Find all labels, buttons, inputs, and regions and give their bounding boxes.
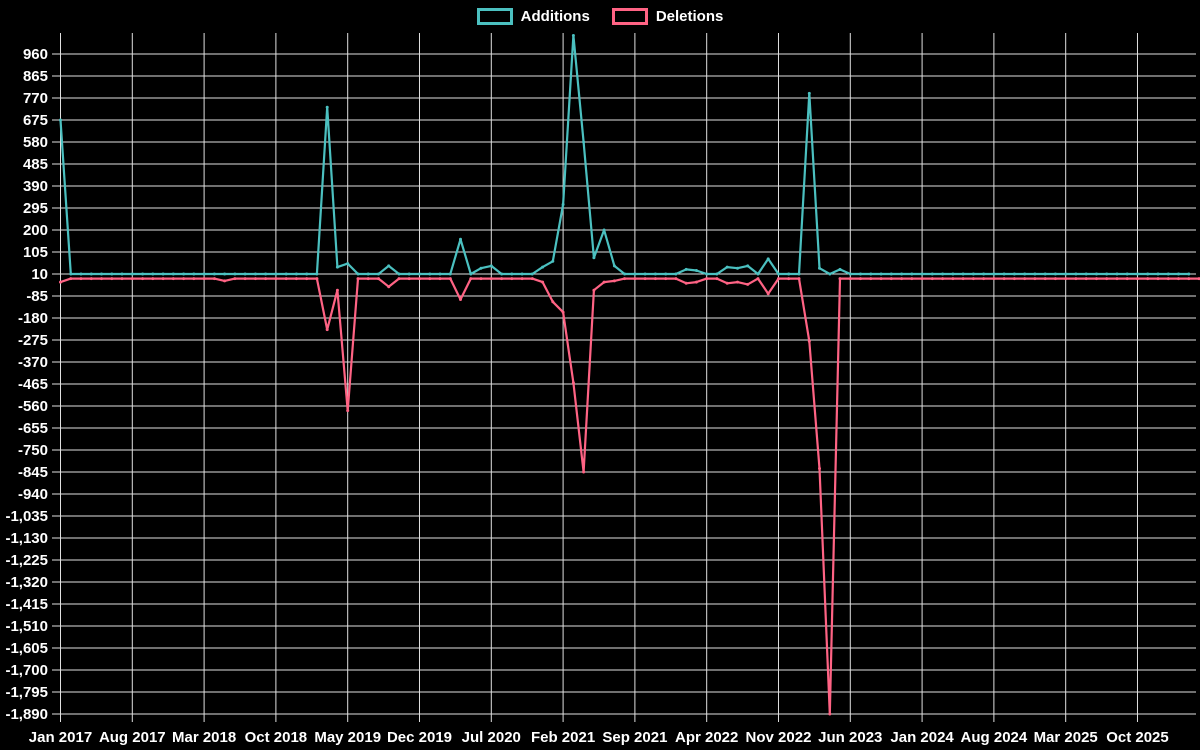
additions-points (59, 34, 1191, 276)
svg-text:-845: -845 (18, 464, 48, 481)
x-gridlines (60, 33, 1138, 722)
svg-text:Feb 2021: Feb 2021 (531, 729, 595, 746)
svg-text:May 2019: May 2019 (314, 729, 381, 746)
svg-text:485: 485 (23, 156, 48, 173)
svg-text:-940: -940 (18, 486, 48, 503)
svg-text:Aug 2024: Aug 2024 (961, 729, 1028, 746)
svg-text:-1,130: -1,130 (5, 530, 48, 547)
deletions-points (59, 277, 1200, 716)
svg-text:10: 10 (31, 266, 48, 283)
svg-text:Sep 2021: Sep 2021 (602, 729, 667, 746)
svg-text:-1,605: -1,605 (5, 640, 48, 657)
svg-text:865: 865 (23, 68, 48, 85)
svg-text:675: 675 (23, 112, 48, 129)
deletions-line (59, 277, 1200, 716)
svg-text:-465: -465 (18, 376, 48, 393)
svg-text:-1,890: -1,890 (5, 706, 48, 723)
x-tick-labels: Jan 2017 Aug 2017 Mar 2018 Oct 2018 May 2019… (29, 729, 1169, 746)
svg-text:-1,510: -1,510 (5, 618, 48, 635)
svg-text:Mar 2025: Mar 2025 (1034, 729, 1098, 746)
svg-text:-750: -750 (18, 442, 48, 459)
svg-text:770: 770 (23, 90, 48, 107)
svg-text:Jul 2020: Jul 2020 (462, 729, 521, 746)
svg-text:Apr 2022: Apr 2022 (675, 729, 738, 746)
svg-text:-655: -655 (18, 420, 48, 437)
svg-text:-1,700: -1,700 (5, 662, 48, 679)
chart-legend: Additions Deletions (0, 8, 1200, 25)
svg-text:-1,415: -1,415 (5, 596, 48, 613)
svg-text:Mar 2018: Mar 2018 (172, 729, 236, 746)
svg-text:Oct 2025: Oct 2025 (1106, 729, 1169, 746)
svg-text:390: 390 (23, 178, 48, 195)
svg-text:580: 580 (23, 134, 48, 151)
svg-text:Aug 2017: Aug 2017 (99, 729, 166, 746)
additions-line (59, 34, 1190, 276)
svg-text:-1,225: -1,225 (5, 552, 48, 569)
svg-text:960: 960 (23, 46, 48, 63)
legend-item-additions[interactable]: Additions (476, 8, 590, 25)
additions-legend-label: Additions (520, 8, 590, 25)
svg-text:Jun 2023: Jun 2023 (818, 729, 882, 746)
svg-text:-370: -370 (18, 354, 48, 371)
additions-legend-swatch-icon (476, 8, 513, 25)
svg-text:-560: -560 (18, 398, 48, 415)
svg-text:-85: -85 (26, 288, 48, 305)
svg-text:-275: -275 (18, 332, 48, 349)
svg-text:Dec 2019: Dec 2019 (387, 729, 452, 746)
svg-text:200: 200 (23, 222, 48, 239)
legend-item-deletions[interactable]: Deletions (611, 8, 724, 25)
svg-text:-180: -180 (18, 310, 48, 327)
svg-text:Nov 2022: Nov 2022 (746, 729, 812, 746)
svg-text:295: 295 (23, 200, 48, 217)
svg-text:105: 105 (23, 244, 48, 261)
svg-text:-1,795: -1,795 (5, 684, 48, 701)
deletions-legend-label: Deletions (655, 8, 724, 25)
svg-text:-1,320: -1,320 (5, 574, 48, 591)
svg-text:Jan 2017: Jan 2017 (29, 729, 92, 746)
y-tick-labels: 960 865 770 675 580 485 390 295 200 105 10 -85 -180 -… (5, 46, 48, 723)
svg-text:-1,035: -1,035 (5, 508, 48, 525)
svg-text:Oct 2018: Oct 2018 (245, 729, 308, 746)
deletions-legend-swatch-icon (611, 8, 648, 25)
svg-text:Jan 2024: Jan 2024 (890, 729, 954, 746)
y-gridlines (52, 53, 1196, 715)
